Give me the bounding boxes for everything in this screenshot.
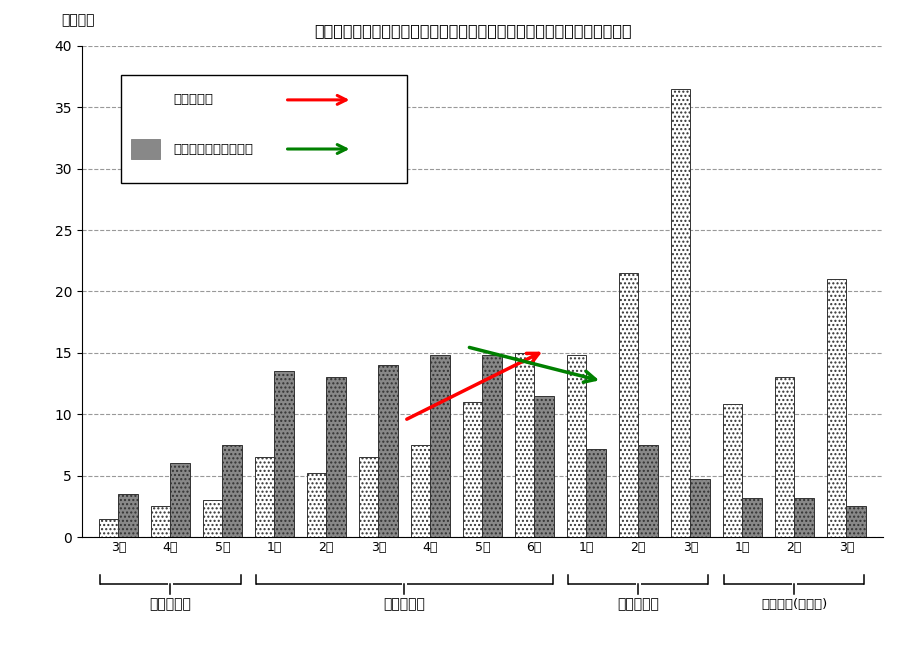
Bar [379,365,398,537]
Text: （万円）: （万円） [61,14,95,28]
Bar [118,494,138,537]
Bar [794,498,814,537]
Bar [307,473,327,537]
Bar [846,506,866,537]
Text: 高等学校(全日制): 高等学校(全日制) [761,597,827,610]
Bar [462,402,482,537]
Text: その他の学校外活動費: その他の学校外活動費 [173,143,253,155]
Bar [826,279,846,537]
Bar [619,273,638,537]
FancyBboxPatch shape [121,75,407,183]
Bar [671,89,691,537]
Bar [586,449,606,537]
Bar [98,519,118,537]
Text: 小　学　校: 小 学 校 [383,597,425,612]
Bar [410,445,430,537]
Bar [274,371,294,537]
Bar [514,353,534,537]
Bar [567,355,586,537]
Bar [638,445,658,537]
Bar [430,355,450,537]
Bar [691,479,710,537]
Bar [327,377,346,537]
Bar [723,404,743,537]
Text: 幼　稚　園: 幼 稚 園 [149,597,191,612]
Bar [534,396,554,537]
Bar [150,506,170,537]
Text: 補助学習費: 補助学習費 [173,94,213,106]
Text: 図５－１　学年別にみた補助学習費とその他の学校外活動費（公立学校）: 図５－１ 学年別にみた補助学習費とその他の学校外活動費（公立学校） [314,23,632,38]
Bar [482,355,502,537]
Text: 中　学　校: 中 学 校 [617,597,659,612]
Bar [359,457,379,537]
Bar [170,464,190,537]
Bar [255,457,274,537]
Bar [774,377,794,537]
Bar [743,498,762,537]
Bar [222,445,242,537]
Bar [131,90,160,109]
Bar [131,140,160,159]
Bar [203,500,222,537]
